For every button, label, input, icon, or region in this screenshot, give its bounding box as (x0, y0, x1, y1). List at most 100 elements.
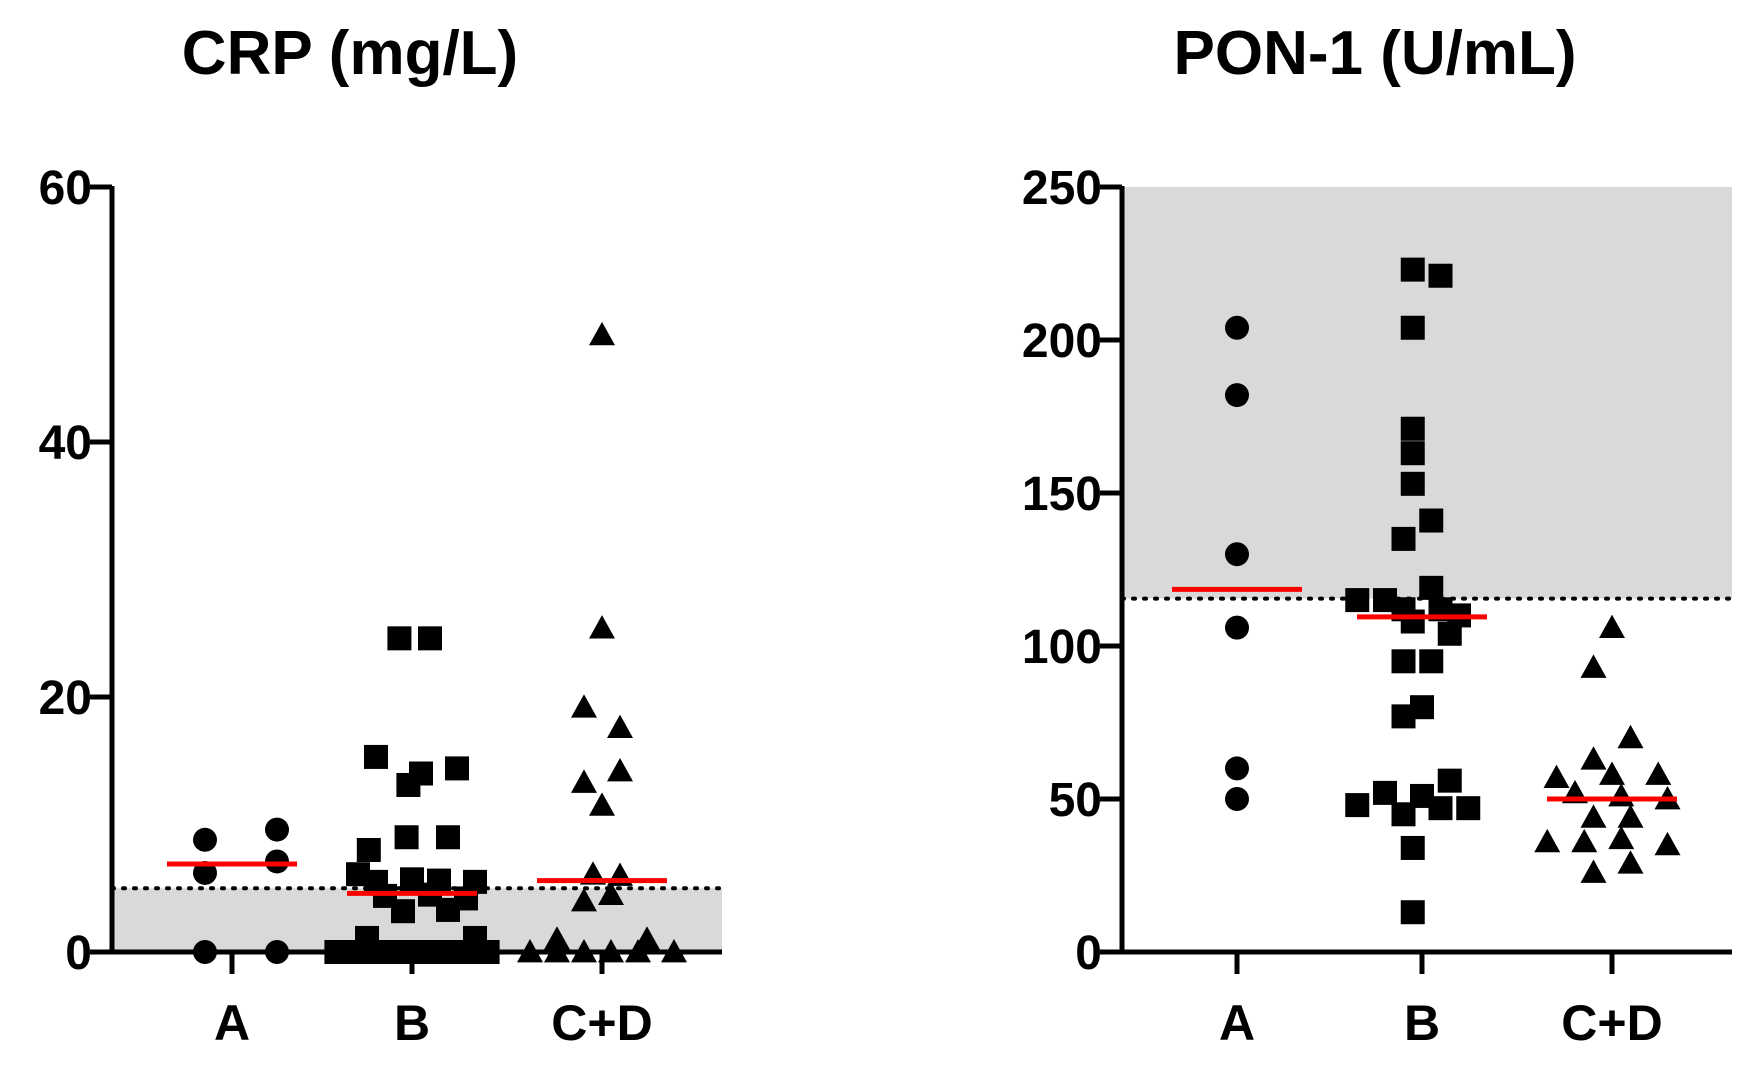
pon1-point-b-square (1419, 508, 1444, 533)
crp-point-cd-triangle (598, 939, 624, 963)
pon1-point-b-square (1391, 802, 1416, 827)
crp-point-cd-triangle (589, 615, 615, 639)
pon1-point-cd-triangle (1654, 831, 1681, 856)
pon1-point-a-circle (1225, 383, 1249, 408)
crp-point-cd-triangle (625, 939, 651, 963)
pon1-point-b-square (1400, 441, 1425, 466)
pon1-point-cd-triangle (1617, 724, 1644, 749)
crp-point-a-circle (265, 849, 289, 874)
pon1-point-cd-triangle (1599, 761, 1625, 785)
crp-point-b-square (391, 899, 415, 924)
crp-point-b-square (454, 940, 478, 964)
pon1-y-tick-label: 150 (1022, 468, 1102, 521)
pon1-point-b-square (1391, 526, 1416, 551)
pon1-point-a-circle (1225, 315, 1249, 340)
pon1-reference-band (1122, 187, 1732, 599)
crp-point-b-square (387, 626, 412, 651)
pon1-x-tick-label: C+D (1561, 995, 1662, 1051)
crp-point-b-square (396, 772, 421, 797)
pon1-point-b-square (1400, 315, 1425, 340)
pon1-point-cd-triangle (1580, 746, 1607, 770)
crp-chart: 0 20 40 60 A B C+D (39, 162, 724, 1051)
crp-point-b-square (394, 825, 419, 850)
crp-point-b-square (475, 940, 500, 964)
crp-point-cd-triangle (544, 939, 570, 963)
crp-y-tick-label: 60 (39, 162, 92, 215)
pon1-point-b-square (1345, 588, 1370, 613)
crp-point-b-square (436, 897, 460, 922)
pon1-x-tick-label: B (1404, 995, 1440, 1051)
pon1-point-b-square (1437, 621, 1462, 646)
crp-point-cd-triangle (589, 321, 615, 346)
pon1-point-b-square (1400, 609, 1425, 634)
pon1-point-b-square (1400, 900, 1425, 925)
pon1-point-a-circle (1225, 542, 1249, 567)
crp-point-cd-triangle (517, 939, 543, 963)
crp-point-b-square (418, 626, 442, 651)
crp-point-a-circle (265, 940, 289, 964)
pon1-point-b-square (1400, 416, 1425, 441)
crp-point-cd-triangle (661, 939, 687, 963)
pon1-point-b-square (1437, 768, 1462, 793)
crp-point-b-square (445, 756, 469, 781)
crp-point-b-square (356, 838, 381, 862)
pon1-point-b-square (1400, 257, 1425, 282)
pon1-y-tick-label: 200 (1022, 315, 1102, 368)
pon1-y-tick-label: 0 (1075, 927, 1102, 980)
crp-point-cd-triangle (598, 881, 624, 906)
pon1-point-cd-triangle (1580, 654, 1607, 678)
crp-point-b-square (324, 940, 349, 964)
crp-point-cd-triangle (571, 694, 597, 718)
crp-point-a-circle (193, 860, 217, 885)
crp-point-a-circle (193, 940, 217, 964)
crp-point-b-square (410, 940, 435, 964)
crp-point-a-circle (193, 827, 217, 852)
crp-y-tick-label: 0 (65, 927, 92, 980)
pon1-point-cd-triangle (1608, 782, 1635, 807)
pon1-point-cd-triangle (1571, 828, 1598, 853)
crp-point-cd-triangle (571, 939, 597, 963)
crp-point-cd-triangle (607, 757, 633, 782)
crp-point-cd-triangle (607, 714, 633, 738)
crp-point-cd-triangle (634, 926, 660, 950)
crp-point-b-square (436, 825, 460, 850)
crp-point-a-circle (265, 817, 289, 842)
crp-point-b-square (346, 940, 370, 964)
pon1-point-b-square (1419, 575, 1444, 600)
crp-point-b-square (367, 940, 392, 964)
crp-point-b-square (389, 940, 414, 964)
crp-x-tick-label: B (394, 995, 430, 1051)
pon1-point-cd-triangle (1580, 859, 1607, 883)
pon1-point-cd-triangle (1599, 614, 1625, 639)
pon1-point-cd-triangle (1608, 825, 1635, 850)
pon1-chart: 0 50 100 150 200 250 A B C+D (1022, 162, 1734, 1051)
pon1-point-b-square (1391, 704, 1416, 729)
pon1-point-cd-triangle (1543, 764, 1570, 788)
crp-point-cd-triangle (589, 792, 615, 816)
crp-point-cd-triangle (571, 888, 597, 912)
pon1-point-b-square (1428, 796, 1453, 821)
pon1-point-b-square (1400, 471, 1425, 496)
pon1-point-b-square (1373, 780, 1397, 805)
pon1-point-cd-triangle (1534, 828, 1561, 853)
pon1-point-b-square (1419, 649, 1444, 674)
crp-y-tick-label: 20 (39, 672, 92, 725)
pon1-y-tick-label: 50 (1049, 774, 1102, 827)
crp-point-b-square (364, 744, 388, 769)
pon1-point-cd-triangle (1645, 761, 1672, 785)
pon1-point-b-square (1391, 649, 1416, 674)
crp-x-tick-label: A (214, 995, 250, 1051)
pon1-y-tick-label: 250 (1022, 162, 1102, 215)
crp-y-tick-label: 40 (39, 417, 92, 470)
crp-chart-title: CRP (mg/L) (181, 19, 519, 88)
crp-point-b-square (432, 940, 457, 964)
pon1-point-a-circle (1225, 787, 1249, 811)
pon1-point-b-square (1345, 793, 1370, 818)
pon1-point-cd-triangle (1617, 804, 1644, 828)
crp-point-cd-triangle (544, 926, 570, 950)
pon1-point-b-square (1456, 796, 1481, 821)
pon1-point-b-square (1400, 835, 1425, 860)
crp-point-cd-triangle (571, 769, 597, 793)
pon1-x-tick-label: A (1219, 995, 1255, 1051)
